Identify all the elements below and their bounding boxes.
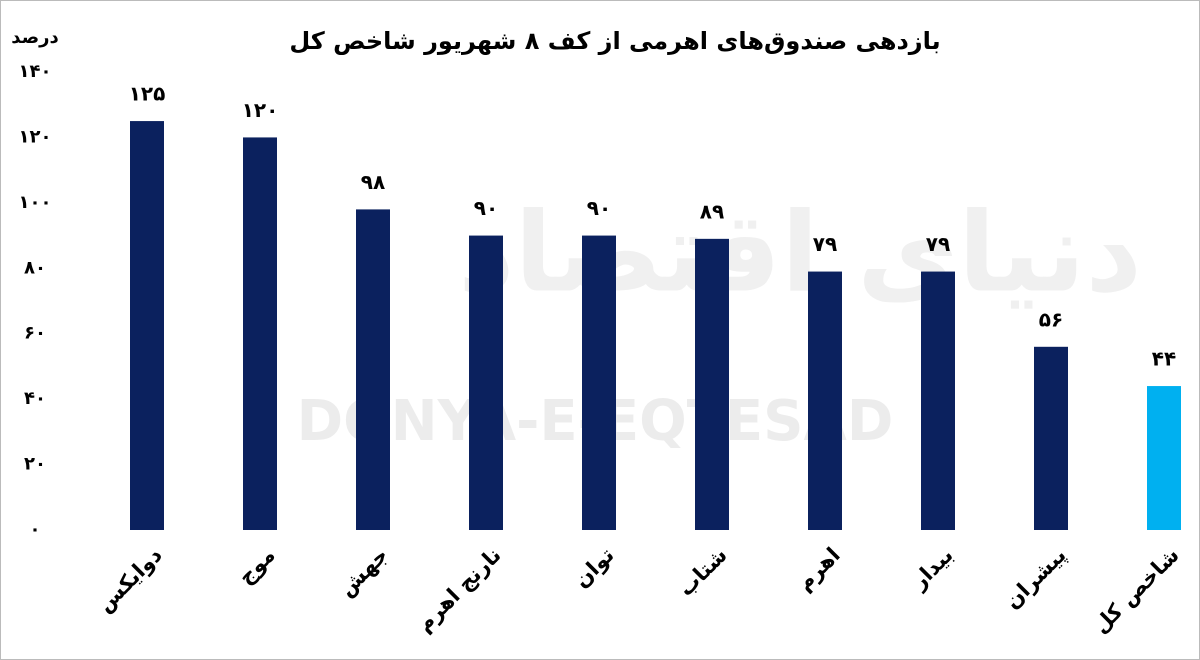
y-tick-label: ۰	[30, 519, 41, 540]
value-label: ۵۶	[1039, 307, 1063, 331]
chart-title: بازدهی صندوق‌های اهرمی از کف ۸ شهریور شا…	[289, 27, 940, 55]
y-tick-label: ۶۰	[24, 323, 46, 344]
value-label: ۷۹	[813, 232, 837, 256]
value-label: ۴۴	[1152, 347, 1176, 371]
y-tick-label: ۲۰	[24, 454, 46, 475]
value-label: ۹۰	[587, 196, 611, 220]
value-label: ۸۹	[700, 199, 724, 223]
bar	[808, 271, 842, 530]
y-tick-label: ۴۰	[24, 388, 46, 409]
watermark-fa: دنیای اقتصاد	[458, 188, 1142, 316]
y-tick-label: ۱۲۰	[19, 126, 52, 147]
bar	[130, 121, 164, 531]
value-label: ۱۲۵	[129, 82, 166, 106]
value-label: ۱۲۰	[242, 98, 279, 122]
bar	[921, 271, 955, 530]
y-tick-label: ۱۴۰	[19, 61, 52, 82]
y-axis-label: درصد	[11, 27, 58, 48]
bar	[1147, 386, 1181, 530]
value-label: ۹۸	[361, 170, 385, 194]
y-tick-label: ۸۰	[24, 257, 46, 278]
bar	[469, 235, 503, 531]
bar	[1034, 346, 1068, 530]
value-label: ۹۰	[474, 196, 498, 220]
value-label: ۷۹	[926, 232, 950, 256]
bar	[695, 238, 729, 531]
y-tick-label: ۱۰۰	[19, 192, 52, 213]
bar	[243, 137, 277, 530]
bar	[582, 235, 616, 531]
bar	[356, 209, 390, 530]
